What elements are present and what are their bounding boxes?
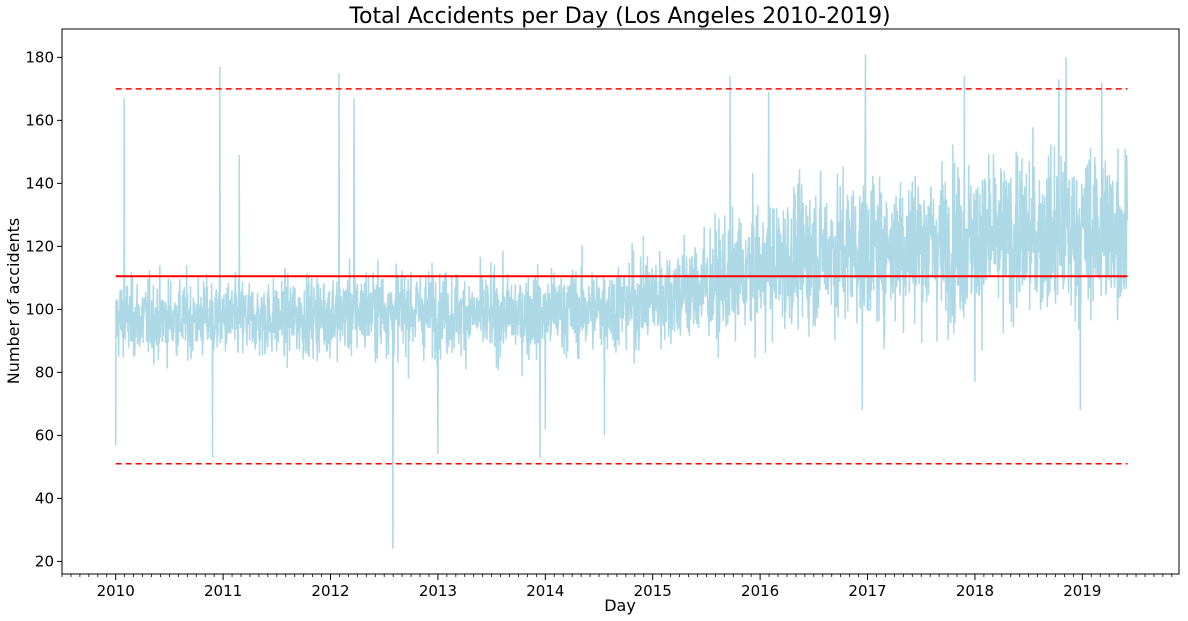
y-tick-label: 100: [25, 300, 54, 318]
x-tick-label: 2013: [419, 582, 457, 600]
y-tick-label: 120: [25, 237, 54, 255]
y-tick-label: 40: [35, 489, 54, 507]
x-tick-label: 2018: [956, 582, 994, 600]
x-tick-label: 2017: [848, 582, 886, 600]
series-layer: [114, 54, 1129, 549]
y-tick-label: 60: [35, 426, 54, 444]
x-tick-label: 2010: [97, 582, 135, 600]
x-tick-label: 2015: [634, 582, 672, 600]
x-tick-label: 2016: [741, 582, 779, 600]
x-tick-label: 2014: [526, 582, 564, 600]
x-axis-title: Day: [604, 596, 636, 615]
reference-lines: [115, 88, 1128, 465]
y-tick-label: 20: [35, 552, 54, 570]
x-tick-label: 2011: [204, 582, 242, 600]
x-tick-label: 2012: [311, 582, 349, 600]
chart-title: Total Accidents per Day (Los Angeles 201…: [348, 4, 890, 29]
daily-accidents-line: [114, 54, 1129, 549]
y-tick-label: 160: [25, 111, 54, 129]
y-axis: 20 40 60 80 100 120 140 160 180: [25, 48, 62, 570]
x-axis: 2010 2011 2012 2013 2014 2015 2016 2017 2018 2019: [61, 574, 1173, 600]
y-tick-label: 80: [35, 363, 54, 381]
y-tick-label: 140: [25, 174, 54, 192]
x-tick-label: 2019: [1063, 582, 1101, 600]
y-axis-title: Number of accidents: [4, 218, 23, 384]
y-tick-label: 180: [25, 48, 54, 66]
